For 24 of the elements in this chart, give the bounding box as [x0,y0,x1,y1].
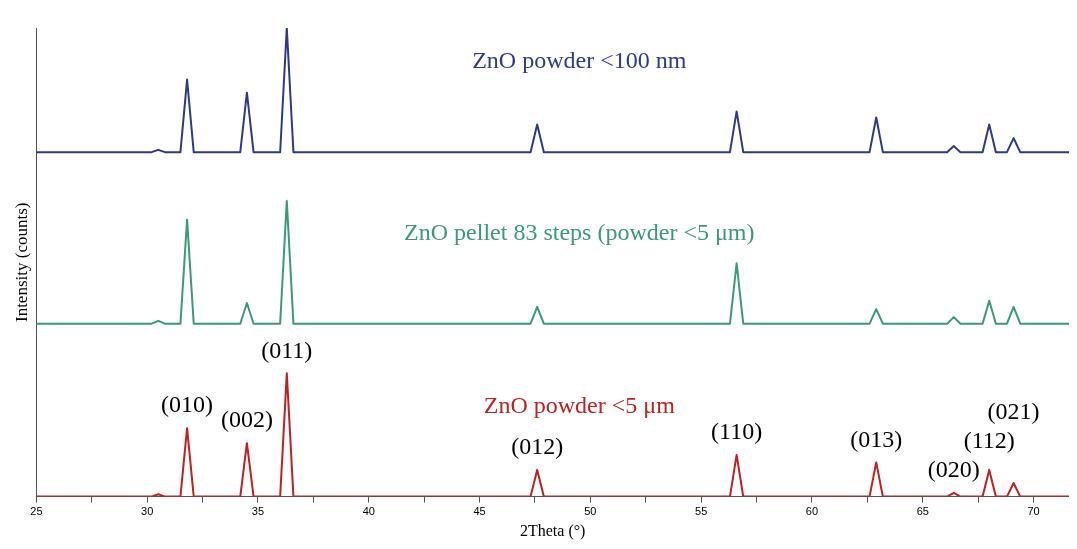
annotation: (013) [850,425,903,452]
series-label: ZnO pellet 83 steps (powder <5 μm) [404,218,755,245]
x-tick-label: 30 [141,505,154,518]
x-tick-label: 50 [584,505,597,518]
x-tick-label: 70 [1027,505,1040,518]
annotation: (020) [927,456,980,483]
text: ZnO powder <100 nm [472,47,687,74]
x-tick-label: 35 [251,505,265,518]
annotation: (110) [711,418,763,445]
annotation: (012) [511,433,564,460]
annotation: (010) [161,391,214,418]
annotation: (011) [261,336,313,363]
annotation: (002) [220,406,273,433]
x-tick-label: 65 [916,505,929,518]
x-tick-label: 25 [30,505,43,518]
x-tick-label: 45 [473,505,486,518]
annotation: (112) [963,427,1015,454]
y-axis-title: Intensity (counts) [11,202,31,323]
x-axis-title: 2Theta (°) [519,521,586,540]
x-tick-label: 55 [695,505,708,518]
x-tick-label: 60 [805,505,819,518]
x-tick-label: 40 [362,505,375,518]
text: ZnO powder <5 μm [483,391,676,418]
annotation: (021) [987,398,1040,425]
